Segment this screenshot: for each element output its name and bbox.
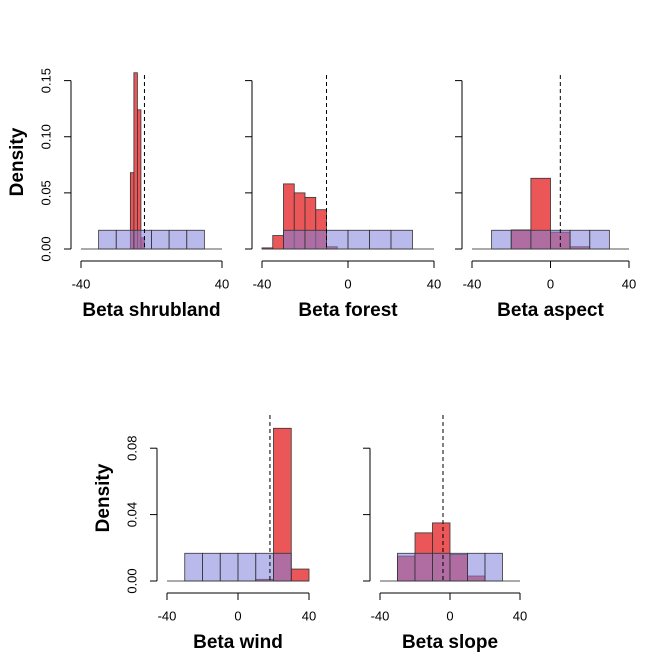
histogram-bar xyxy=(98,229,117,250)
y-tick-label: 0.15 xyxy=(38,68,53,93)
x-axis-title: Beta forest xyxy=(298,300,398,321)
x-tick-label: -40 xyxy=(72,276,91,291)
y-tick-label: 0.05 xyxy=(38,180,53,205)
histogram-bar xyxy=(115,229,135,250)
x-axis-title: Beta slope xyxy=(402,632,498,653)
x-tick-label: 0 xyxy=(234,608,241,623)
x-tick-label: -40 xyxy=(253,276,272,291)
x-axis-title: Beta shrubland xyxy=(82,300,220,321)
histogram-bar xyxy=(255,552,274,582)
histogram-bar xyxy=(304,229,327,250)
histogram-bar xyxy=(283,229,306,250)
y-tick-label: 0.08 xyxy=(124,436,139,461)
histogram-bar xyxy=(414,552,433,582)
x-axis-title: Beta aspect xyxy=(497,300,604,321)
histogram-bar xyxy=(569,229,591,250)
histogram-bar xyxy=(186,229,205,250)
histogram-bar xyxy=(202,552,221,582)
histogram-bar xyxy=(390,229,413,250)
histogram-bar xyxy=(484,552,503,582)
x-tick-label: 40 xyxy=(427,276,441,291)
histogram-bar xyxy=(290,568,310,582)
histogram-bar xyxy=(432,552,451,582)
histogram-bar xyxy=(491,229,512,250)
histogram-bar xyxy=(151,229,170,250)
x-tick-label: 40 xyxy=(513,608,527,623)
histogram-bar xyxy=(589,229,610,250)
x-tick-label: -40 xyxy=(371,608,390,623)
x-tick-label: -40 xyxy=(158,608,177,623)
y-axis-title: Density xyxy=(7,127,28,196)
histogram-bar xyxy=(347,229,370,250)
x-axis-title: Beta wind xyxy=(193,632,283,653)
histogram-bar xyxy=(397,552,416,582)
x-tick-label: 40 xyxy=(622,276,636,291)
x-tick-label: 40 xyxy=(215,276,229,291)
histogram-bar xyxy=(136,109,142,250)
histogram-bar xyxy=(133,229,152,250)
histogram-bar xyxy=(326,229,349,250)
x-tick-label: 0 xyxy=(344,276,351,291)
y-tick-label: 0.04 xyxy=(124,502,139,527)
histogram-bar xyxy=(219,552,239,582)
histogram-bar xyxy=(273,552,292,582)
x-tick-label: 40 xyxy=(302,608,316,623)
histogram-bar xyxy=(510,229,532,250)
histogram-bar xyxy=(272,235,284,250)
histogram-bar xyxy=(369,229,392,250)
y-tick-label: 0.10 xyxy=(38,124,53,149)
histogram-bar xyxy=(467,552,486,582)
y-axis-title: Density xyxy=(93,463,114,532)
y-tick-label: 0.00 xyxy=(124,568,139,593)
histogram-bar xyxy=(449,552,468,582)
x-tick-label: 0 xyxy=(446,608,453,623)
histogram-bar xyxy=(168,229,188,250)
x-tick-label: 0 xyxy=(547,276,554,291)
histogram-bar xyxy=(530,229,551,250)
x-tick-label: -40 xyxy=(463,276,482,291)
y-tick-label: 0.00 xyxy=(38,236,53,261)
histogram-bar xyxy=(133,72,138,250)
histogram-bar xyxy=(261,247,274,250)
histogram-bar xyxy=(237,552,257,582)
histogram-bar xyxy=(184,552,203,582)
